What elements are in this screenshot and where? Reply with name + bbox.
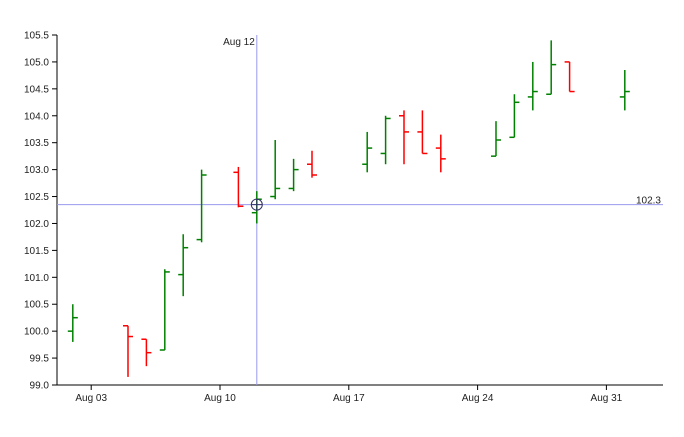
crosshair-cursor — [250, 198, 263, 211]
crosshair-y-label: 102.3 — [636, 196, 661, 207]
y-tick-label: 103.0 — [24, 165, 49, 176]
ohlc-bar-down — [307, 150, 317, 178]
ohlc-bar-up — [619, 70, 630, 111]
ohlc-bar-up — [196, 169, 207, 243]
ohlc-bar-down — [123, 325, 133, 377]
y-tick-label: 99.0 — [30, 381, 50, 392]
ohlc-bar-down — [417, 110, 428, 155]
ohlc-bar-down — [399, 110, 409, 165]
ohlc-bar-up — [546, 40, 557, 95]
ohlc-bar-up — [288, 158, 299, 192]
ohlc-bar-up — [67, 304, 78, 342]
crosshair: Aug 12 102.3 — [57, 35, 663, 385]
y-tick-label: 101.0 — [24, 273, 49, 284]
y-tick-label: 99.5 — [30, 354, 50, 365]
ohlc-bar-up — [178, 234, 189, 297]
ohlc-bar-up — [527, 61, 538, 111]
ohlc-bar-up — [159, 269, 170, 351]
y-tick-label: 102.5 — [24, 192, 49, 203]
ohlc-bar-down — [564, 61, 575, 93]
ohlc-bar-up — [509, 94, 520, 139]
ohlc-bar-up — [380, 115, 391, 165]
y-tick-label: 103.5 — [24, 138, 49, 149]
y-tick-label: 105.0 — [24, 57, 49, 68]
y-tick-label: 104.0 — [24, 111, 49, 122]
y-tick-label: 100.5 — [24, 300, 49, 311]
x-tick-label: Aug 31 — [591, 393, 623, 404]
x-tick-label: Aug 03 — [75, 393, 107, 404]
ohlc-bar-up — [491, 121, 501, 157]
x-tick-label: Aug 10 — [204, 393, 236, 404]
ohlc-bar-down — [435, 134, 446, 173]
y-tick-label: 101.5 — [24, 246, 49, 257]
ohlc-bar-down — [233, 166, 244, 208]
ohlc-bar-up — [270, 140, 281, 200]
axes: 99.0 99.5 100.0 100.5 101.0 101.5 102.0 102.5 10… — [24, 31, 663, 404]
x-tick-label: Aug 24 — [462, 393, 494, 404]
ohlc-bar-up — [362, 131, 373, 173]
y-tick-label: 100.0 — [24, 327, 49, 338]
x-tick-label: Aug 17 — [333, 393, 365, 404]
ohlc-bars — [67, 40, 630, 377]
y-tick-label: 104.5 — [24, 84, 49, 95]
y-tick-label: 105.5 — [24, 31, 49, 42]
ohlc-bar-down — [141, 338, 152, 367]
crosshair-x-label: Aug 12 — [223, 37, 255, 48]
y-tick-label: 102.0 — [24, 219, 49, 230]
